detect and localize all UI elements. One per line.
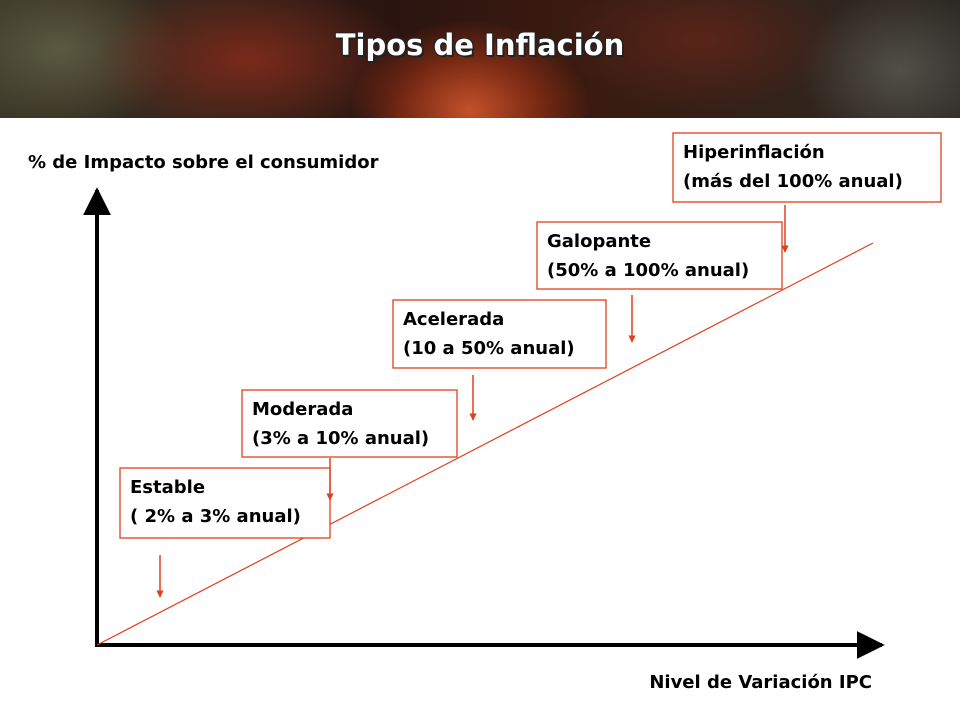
stage-range: (3% a 10% anual)	[252, 428, 429, 449]
header-banner: Tipos de Inflación	[0, 0, 960, 118]
stage-box	[241, 389, 458, 458]
stage-name: Acelerada	[403, 309, 504, 330]
x-axis-label: Nivel de Variación IPC	[649, 672, 872, 693]
stage-box	[672, 132, 942, 203]
stage-range: (10 a 50% anual)	[403, 338, 575, 359]
stage-box	[536, 221, 783, 290]
stage-name: Estable	[130, 477, 205, 498]
stage-name: Hiperinflación	[683, 142, 825, 163]
stage-name: Moderada	[252, 399, 353, 420]
stage-name: Galopante	[547, 231, 651, 252]
stage-box	[392, 299, 607, 369]
stage-box	[119, 467, 331, 539]
title: Tipos de Inflación	[335, 28, 625, 62]
stage-range: (más del 100% anual)	[683, 171, 903, 192]
y-axis-label: % de Impacto sobre el consumidor	[28, 152, 379, 173]
stage-range: (50% a 100% anual)	[547, 260, 749, 281]
trend-line	[96, 242, 874, 646]
stage-range: ( 2% a 3% anual)	[130, 506, 301, 527]
